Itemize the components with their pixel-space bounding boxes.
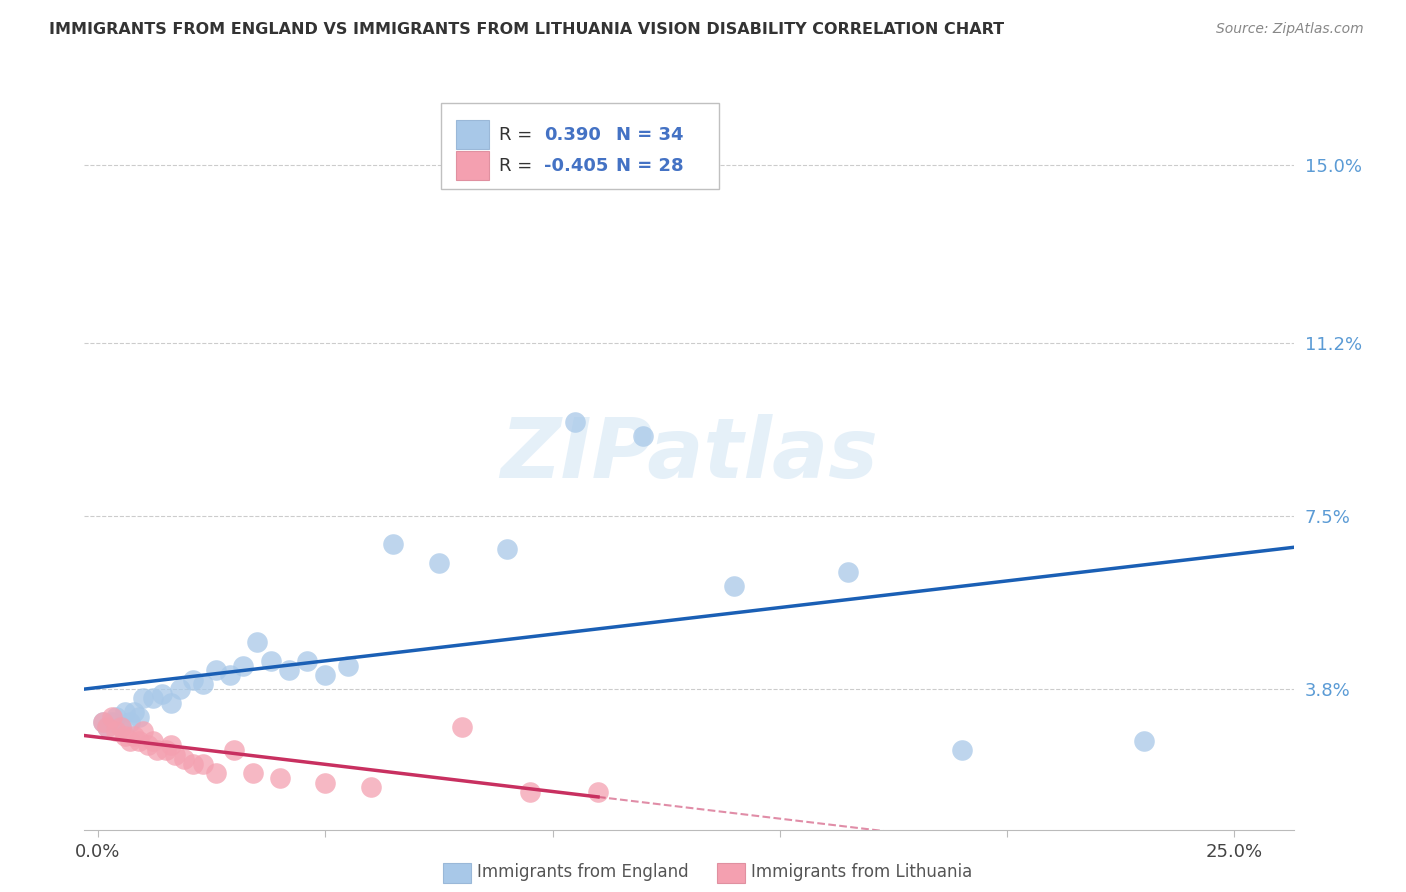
Point — [314, 776, 336, 790]
Text: ZIPatlas: ZIPatlas — [501, 415, 877, 495]
Point — [132, 724, 155, 739]
Point — [260, 654, 283, 668]
Point — [205, 664, 228, 678]
Point — [141, 691, 163, 706]
Point — [150, 687, 173, 701]
Point — [118, 733, 141, 747]
Point — [723, 579, 745, 593]
Point — [155, 743, 177, 757]
Point — [91, 714, 114, 729]
Point — [105, 724, 128, 739]
Point — [159, 739, 181, 753]
Point — [146, 743, 169, 757]
Point — [519, 785, 541, 799]
Point — [360, 780, 382, 795]
Point — [205, 766, 228, 780]
Text: -0.405: -0.405 — [544, 157, 609, 175]
Text: 0.390: 0.390 — [544, 126, 600, 144]
Point — [105, 710, 128, 724]
FancyBboxPatch shape — [456, 120, 489, 149]
Point — [124, 729, 146, 743]
Text: N = 28: N = 28 — [616, 157, 683, 175]
Point — [128, 733, 150, 747]
Point — [183, 673, 205, 687]
Point — [100, 710, 122, 724]
Point — [246, 635, 269, 649]
Point — [96, 719, 118, 733]
Point — [232, 658, 254, 673]
Point — [183, 756, 205, 771]
Point — [118, 714, 141, 729]
FancyBboxPatch shape — [456, 152, 489, 180]
Point — [295, 654, 318, 668]
Text: Source: ZipAtlas.com: Source: ZipAtlas.com — [1216, 22, 1364, 37]
Point — [1132, 733, 1154, 747]
Point — [277, 664, 299, 678]
FancyBboxPatch shape — [441, 103, 720, 189]
Point — [450, 719, 472, 733]
Point — [337, 658, 360, 673]
Point — [242, 766, 264, 780]
Point — [218, 668, 240, 682]
Point — [141, 733, 163, 747]
Point — [132, 691, 155, 706]
Point — [382, 537, 405, 551]
Point — [950, 743, 973, 757]
Point — [586, 785, 609, 799]
Point — [564, 415, 586, 429]
Point — [96, 719, 118, 733]
Point — [100, 714, 122, 729]
Point — [169, 681, 191, 696]
Point — [224, 743, 246, 757]
Point — [110, 719, 132, 733]
Point — [114, 729, 136, 743]
Point — [427, 556, 450, 570]
Point — [128, 710, 150, 724]
Point — [91, 714, 114, 729]
Text: Immigrants from Lithuania: Immigrants from Lithuania — [751, 863, 972, 881]
Point — [124, 706, 146, 720]
Point — [314, 668, 336, 682]
Point — [191, 677, 214, 691]
Point — [159, 696, 181, 710]
Point — [496, 541, 519, 556]
Point — [110, 719, 132, 733]
Point — [136, 739, 159, 753]
Text: N = 34: N = 34 — [616, 126, 683, 144]
Point — [633, 429, 655, 443]
Text: Immigrants from England: Immigrants from England — [477, 863, 689, 881]
Text: R =: R = — [499, 157, 533, 175]
Point — [837, 565, 859, 579]
Text: IMMIGRANTS FROM ENGLAND VS IMMIGRANTS FROM LITHUANIA VISION DISABILITY CORRELATI: IMMIGRANTS FROM ENGLAND VS IMMIGRANTS FR… — [49, 22, 1004, 37]
Point — [173, 752, 195, 766]
Point — [191, 756, 214, 771]
Point — [269, 771, 291, 785]
Text: R =: R = — [499, 126, 533, 144]
Point — [114, 706, 136, 720]
Point — [165, 747, 187, 762]
